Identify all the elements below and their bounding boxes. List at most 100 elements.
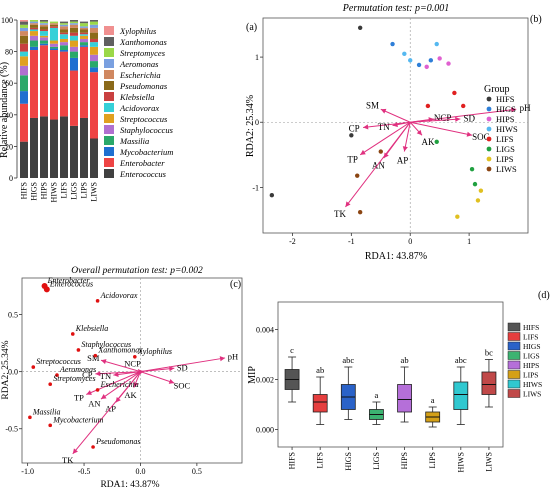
panel-c-arrow-sd	[140, 367, 175, 373]
panel-b-point-hips	[424, 64, 429, 70]
panel-b-point-hiws	[408, 58, 413, 63]
panel-b-y-tick-label: 0	[255, 118, 259, 127]
panel-d-frame	[277, 301, 504, 448]
bar-segment-xanthomonas	[90, 20, 98, 22]
panel-c-arrowhead-tk	[72, 448, 78, 454]
panel-c-species-point	[133, 354, 137, 359]
panel-b-arrowhead-tk	[345, 201, 351, 207]
bar-segment-aeromonas	[30, 21, 38, 24]
bar-segment-escherichia	[60, 26, 68, 30]
panel-c-arrow-label: AP	[105, 404, 116, 414]
panel-b-arrow-label: SM	[366, 101, 379, 111]
panel-b-point-hiws	[402, 51, 407, 57]
bar-segment-staphylococcus	[80, 38, 88, 43]
panel-a-x-tick-label: HIGS	[30, 182, 39, 201]
legend-label-streptomyces: Streptomyces	[120, 48, 166, 58]
bar-segment-aeromonas	[80, 26, 88, 28]
bar-segment-escherichia	[20, 31, 28, 36]
panel-c-arrow-an	[100, 371, 141, 400]
panel-b-legend-marker-hips	[486, 116, 492, 122]
panel-d-legend-label: HIGS	[523, 342, 541, 351]
panel-c-label: (c)	[230, 279, 241, 290]
legend-swatch-aeromonas	[104, 59, 114, 68]
panel-d-legend-label: HIPS	[523, 361, 539, 370]
panel-a-x-tick-label: LIGS	[70, 182, 79, 200]
panel-b-x-axis-label: RDA1: 43.87%	[365, 251, 427, 262]
panel-b-arrow-label: TP	[347, 155, 358, 165]
panel-a-x-tick-label: LIPS	[80, 182, 89, 198]
panel-d-legend-swatch-ligs	[507, 351, 521, 360]
panel-c-species-point	[91, 445, 95, 449]
panel-d-x-tick-label: HIGS	[344, 452, 353, 471]
bar-segment-escherichia	[30, 23, 38, 25]
panel-d-significance-letter: ab	[316, 365, 324, 375]
bar-segment-acidovorax	[20, 51, 28, 57]
legend-label-enterococcus: Enterococcus	[119, 169, 167, 179]
bar-segment-acidovorax	[30, 29, 38, 32]
panel-b-x-tick-label: -1	[348, 237, 355, 246]
legend-swatch-xylophilus	[104, 26, 114, 35]
bar-segment-streptomyces	[70, 21, 78, 24]
bar-segment-enterobacter	[70, 70, 78, 126]
bar-segment-streptomyces	[20, 24, 28, 28]
panel-d-significance-letter: bc	[485, 348, 493, 358]
panel-b-point-higs	[428, 58, 434, 63]
panel-c-x-tick-label: -1.0	[21, 467, 34, 476]
panel-c-arrow-ph	[140, 357, 226, 373]
panel-b-legend-label: LIFS	[496, 134, 514, 144]
bar-segment-streptomyces	[30, 20, 38, 22]
panel-d-significance-letter: abc	[455, 355, 467, 365]
bar-segment-enterococcus	[70, 125, 78, 178]
panel-b-legend-marker-hifs	[486, 96, 492, 102]
panel-c-y-tick-label: 0.0	[8, 368, 18, 377]
bar-segment-enterococcus	[30, 117, 38, 178]
panel-c-arrow-label: SOC	[174, 381, 191, 391]
bar-segment-massilia	[30, 40, 38, 47]
panel-c-species-point	[28, 415, 32, 420]
legend-label-mycobacterium: Mycobacterium	[119, 147, 173, 157]
bar-segment-xylophilus	[20, 20, 28, 22]
bar-segment-mycobacterium	[40, 43, 48, 46]
panel-d-legend-swatch-hiws	[507, 379, 521, 389]
panel-d-legend-swatch-hips	[507, 360, 521, 370]
panel-d-significance-letter: abc	[342, 355, 354, 365]
panel-d-x-tick-label: LIWS	[484, 452, 493, 472]
bar-segment-streptococcus	[70, 40, 78, 47]
panel-b-arrow-label: SOC	[472, 132, 490, 142]
panel-b-frame	[262, 17, 529, 234]
bar-segment-massilia	[80, 42, 88, 46]
panel-b-legend-label: HIFS	[496, 94, 515, 104]
bar-segment-klebsiella	[60, 32, 68, 35]
panel-d-x-tick-label: LIFS	[316, 452, 325, 468]
legend-swatch-streptococcus	[104, 114, 114, 123]
bar-segment-streptococcus	[40, 35, 48, 38]
panel-a-stacked-bar-chart: Relative abundance (%) 0 20 40 60 80 100 HIFS…	[0, 16, 257, 202]
panel-b-point-hifs	[349, 133, 354, 138]
legend-swatch-massilia	[104, 136, 114, 145]
panel-c-species-label: Acidovorax	[100, 291, 138, 300]
panel-b-rda-plot: Permutation test: p=0.001 (b) pH SM NCP SD C…	[245, 3, 542, 262]
panel-c-species-label: Pseudomonas	[95, 437, 140, 446]
panel-b-arrow-label: AP	[397, 155, 409, 165]
bar-segment-enterococcus	[60, 116, 68, 178]
panel-b-legend-label: LIGS	[496, 144, 515, 154]
panel-b-arrow-label: AK	[422, 137, 435, 147]
panel-d-legend-swatch-liws	[507, 389, 521, 398]
legend-swatch-streptomyces	[104, 48, 114, 57]
bar-segment-klebsiella	[90, 38, 98, 43]
bar-segment-streptococcus	[20, 56, 28, 66]
panel-b-point-ligs	[472, 181, 478, 187]
bar-segment-massilia	[20, 75, 28, 92]
panel-c-species-label: Aeromonas	[59, 365, 96, 374]
panel-c-arrow-label: TN	[100, 371, 111, 381]
bar-segment-mycobacterium	[90, 67, 98, 73]
panel-b-arrow-label: CP	[349, 123, 360, 133]
panel-b-x-tick-label: -2	[289, 237, 296, 246]
panel-c-rda-species-plot: Overall permutation test: p=0.002 (c) pH…	[1, 266, 243, 490]
panel-b-arrow-label: SD	[464, 113, 476, 123]
panel-a-x-tick-label: LIFS	[60, 182, 69, 198]
panel-b-label: (b)	[530, 14, 542, 25]
panel-d-legend-swatch-lifs	[507, 332, 521, 341]
panel-d-legend-label: HIWS	[523, 380, 542, 389]
